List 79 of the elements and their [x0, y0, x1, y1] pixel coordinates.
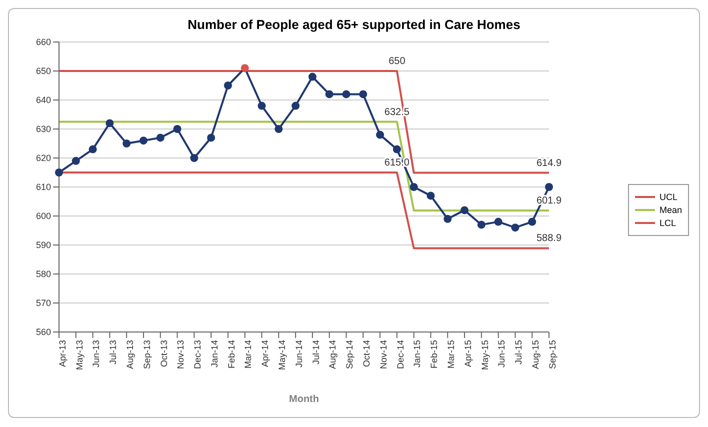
x-tick-label: May-13 — [74, 340, 84, 370]
x-tick-label: Jul-13 — [108, 340, 118, 365]
point — [258, 102, 266, 110]
y-tick-label: 600 — [36, 211, 51, 222]
x-tick-label: Jun-14 — [294, 340, 304, 368]
legend-label: LCL — [659, 218, 676, 228]
point — [410, 183, 418, 191]
y-tick-label: 650 — [36, 66, 51, 76]
x-tick-label: Jun-15 — [496, 340, 507, 368]
legend-label: UCL — [659, 192, 678, 202]
x-tick-label: Feb-14 — [226, 340, 236, 369]
point — [359, 90, 368, 98]
point — [426, 192, 435, 200]
y-tick-label: 610 — [36, 182, 51, 192]
annotation: 588.9 — [536, 233, 562, 244]
y-tick-label: 620 — [36, 153, 51, 164]
annotation: 650 — [388, 56, 406, 67]
legend-label: Mean — [659, 205, 682, 215]
x-tick-label: Feb-15 — [429, 340, 440, 369]
x-tick-label: Jul-15 — [514, 340, 524, 365]
x-tick-label: Sep-13 — [142, 340, 152, 370]
x-tick-label: Oct-14 — [362, 340, 372, 368]
point — [224, 82, 232, 90]
y-tick-label: 570 — [36, 298, 51, 308]
x-tick-label: May-14 — [277, 340, 288, 370]
x-tick-label: Jun-13 — [91, 340, 102, 368]
point — [528, 218, 536, 226]
x-tick-label: Nov-13 — [176, 340, 186, 370]
x-tick-label: Aug-14 — [328, 340, 338, 370]
point — [292, 102, 300, 110]
point — [444, 214, 452, 223]
point — [156, 134, 164, 142]
point — [190, 154, 198, 162]
x-tick-label: Apr-14 — [260, 340, 270, 368]
point — [55, 168, 63, 176]
point — [545, 183, 553, 191]
x-tick-label: Nov-14 — [378, 340, 388, 370]
x-axis-title: Month — [289, 394, 319, 405]
point — [274, 125, 283, 133]
point — [376, 130, 384, 139]
y-tick-label: 590 — [36, 240, 51, 250]
y-tick-label: 640 — [36, 95, 51, 106]
y-tick-label: 580 — [36, 269, 51, 280]
point — [122, 140, 131, 148]
point — [342, 90, 350, 98]
point — [325, 90, 334, 98]
point — [173, 125, 182, 133]
point — [392, 145, 401, 154]
y-tick-label: 660 — [36, 37, 51, 48]
point — [460, 206, 469, 214]
x-tick-label: Aug-13 — [124, 340, 135, 370]
x-tick-label: Apr-13 — [57, 340, 68, 368]
x-tick-label: Jul-14 — [310, 340, 321, 365]
point — [240, 64, 249, 72]
x-tick-label: Aug-15 — [530, 340, 540, 370]
x-tick-label: Jan-15 — [412, 340, 422, 368]
point — [477, 220, 486, 229]
annotation: 614.9 — [536, 158, 562, 169]
y-tick-label: 630 — [36, 124, 51, 134]
x-tick-label: Dec-14 — [395, 340, 406, 370]
point — [106, 119, 114, 128]
y-tick-label: 560 — [36, 327, 51, 338]
x-tick-label: Sep-15 — [547, 340, 558, 370]
x-tick-label: Sep-14 — [344, 340, 355, 370]
x-tick-label: Dec-13 — [192, 340, 203, 370]
x-tick-label: Jan-14 — [209, 340, 220, 368]
x-tick-label: May-15 — [480, 340, 490, 370]
chart-title: Number of People aged 65+ supported in Care Homes — [186, 17, 522, 32]
x-tick-label: Mar-15 — [446, 340, 456, 369]
point — [88, 145, 97, 154]
x-tick-label: Oct-13 — [158, 340, 169, 368]
x-tick-label: Apr-15 — [462, 340, 473, 368]
point — [207, 134, 216, 142]
point — [494, 218, 502, 226]
point — [308, 72, 316, 81]
x-tick-label: Mar-14 — [243, 340, 254, 369]
point — [72, 156, 80, 165]
point — [511, 224, 520, 232]
point — [139, 136, 148, 145]
